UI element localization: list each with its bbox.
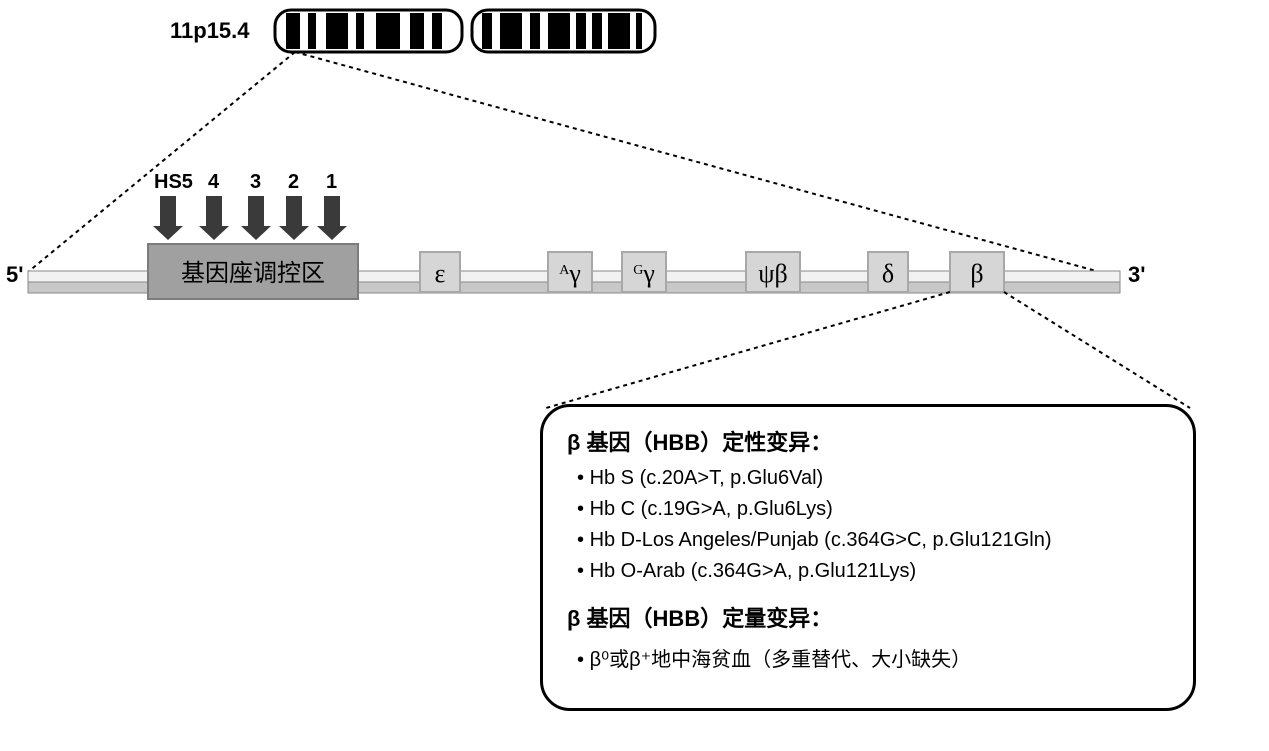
hs-label-5: HS5 bbox=[154, 171, 193, 193]
svg-text:ε: ε bbox=[435, 259, 446, 288]
quantitative-variant-list: β⁰或β⁺地中海贫血（多重替代、大小缺失） bbox=[567, 639, 1169, 676]
gene-epsilon: ε bbox=[420, 252, 460, 292]
qualitative-variant-list: Hb S (c.20A>T, p.Glu6Val) Hb C (c.19G>A,… bbox=[567, 463, 1169, 587]
quantitative-heading: β 基因（HBB）定量变异： bbox=[567, 601, 1169, 633]
svg-text:ψβ: ψβ bbox=[758, 259, 788, 288]
chromosome-ideogram bbox=[275, 10, 655, 52]
lcr-box: 基因座调控区 bbox=[148, 244, 358, 299]
hs-label-3: 3 bbox=[250, 171, 261, 193]
qualitative-heading: β 基因（HBB）定性变异： bbox=[567, 425, 1169, 457]
zoom-lines-top bbox=[28, 52, 1100, 272]
hs-label-2: 2 bbox=[288, 171, 299, 193]
gene-g-gamma: Gγ bbox=[622, 252, 666, 292]
hs-label-1: 1 bbox=[326, 171, 337, 193]
five-prime-label: 5' bbox=[6, 262, 23, 288]
variant-hbs: Hb S (c.20A>T, p.Glu6Val) bbox=[577, 463, 1169, 494]
gene-psi-beta: ψβ bbox=[746, 252, 800, 292]
three-prime-label: 3' bbox=[1128, 262, 1145, 288]
svg-text:β: β bbox=[970, 259, 983, 288]
gene-a-gamma: Aγ bbox=[548, 252, 592, 292]
variant-hbd: Hb D-Los Angeles/Punjab (c.364G>C, p.Glu… bbox=[577, 525, 1169, 556]
variant-hboarab: Hb O-Arab (c.364G>A, p.Glu121Lys) bbox=[577, 556, 1169, 587]
svg-text:δ: δ bbox=[882, 259, 894, 288]
zoom-lines-bottom bbox=[546, 292, 1190, 408]
variant-info-box: β 基因（HBB）定性变异： Hb S (c.20A>T, p.Glu6Val)… bbox=[540, 404, 1196, 711]
gene-beta: β bbox=[950, 252, 1004, 292]
gene-delta: δ bbox=[868, 252, 908, 292]
lcr-label: 基因座调控区 bbox=[181, 260, 325, 287]
hs-arrows: HS5 4 3 2 1 bbox=[153, 171, 347, 240]
variant-hbc: Hb C (c.19G>A, p.Glu6Lys) bbox=[577, 494, 1169, 525]
variant-thal: β⁰或β⁺地中海贫血（多重替代、大小缺失） bbox=[577, 639, 1169, 676]
hs-label-4: 4 bbox=[208, 171, 220, 193]
